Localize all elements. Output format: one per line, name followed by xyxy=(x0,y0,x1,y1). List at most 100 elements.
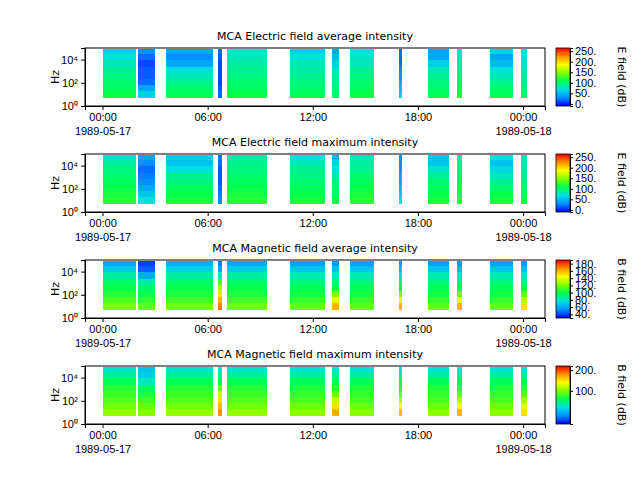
colorbar-tick-label: 100. xyxy=(575,183,596,195)
heatmap-cell xyxy=(166,409,213,415)
heatmap-cell xyxy=(350,403,375,409)
heatmap-cell xyxy=(166,173,213,179)
colorbar xyxy=(556,260,570,318)
heatmap-cell xyxy=(490,409,513,415)
heatmap-cell xyxy=(290,372,325,378)
y-axis: 10⁰10²10⁴ xyxy=(61,367,85,431)
x-tick-mark xyxy=(523,212,524,216)
x-tick-label: 06:00 xyxy=(194,111,222,123)
x-tick-label: 18:00 xyxy=(405,217,433,229)
x-tick: 00:001989-05-17 xyxy=(75,318,131,349)
heatmap-cell xyxy=(350,303,375,309)
heatmap-cell xyxy=(138,60,156,66)
heatmap-cell xyxy=(218,303,222,309)
colorbar-tick-mark xyxy=(570,293,573,294)
heatmap-cell xyxy=(332,160,339,166)
heatmap-cell xyxy=(166,297,213,303)
heatmap-cell xyxy=(428,191,449,197)
heatmap-cell xyxy=(457,54,462,60)
heatmap-cell xyxy=(227,60,267,66)
y-tick: 10⁰ xyxy=(62,418,85,430)
x-tick-mark xyxy=(313,106,314,110)
colorbar-title: B field (dB) xyxy=(615,258,628,319)
colorbar-tick: 200. xyxy=(570,364,596,376)
heatmap-cell xyxy=(399,191,403,197)
heatmap-cell xyxy=(490,266,513,272)
heatmap-cell xyxy=(227,397,267,403)
heatmap-cell xyxy=(428,73,449,79)
y-axis-title: Hz xyxy=(49,70,62,84)
heatmap-cell xyxy=(490,391,513,397)
heatmap-cell xyxy=(428,291,449,297)
heatmap-cell xyxy=(428,160,449,166)
heatmap-cell xyxy=(166,67,213,73)
heatmap-cell xyxy=(428,397,449,403)
colorbar-tick-mark xyxy=(570,189,573,190)
heatmap-cell xyxy=(350,279,375,285)
heatmap-cell xyxy=(521,261,526,266)
heatmap-cell xyxy=(103,197,136,203)
heatmap-cell xyxy=(490,185,513,191)
heatmap-cell xyxy=(166,166,213,172)
x-tick-label: 12:00 xyxy=(300,429,328,441)
heatmap-cell xyxy=(521,91,526,97)
y-tick: 10⁰ xyxy=(62,100,85,112)
heatmap-cell xyxy=(332,291,339,297)
heatmap-cell xyxy=(490,79,513,85)
x-tick: 00:001989-05-18 xyxy=(495,424,551,455)
heatmap-cell xyxy=(399,197,403,203)
heatmap-cell xyxy=(166,403,213,409)
heatmap-cell xyxy=(399,85,403,91)
heatmap-cell xyxy=(227,191,267,197)
heatmap-cell xyxy=(166,179,213,185)
x-tick-mark xyxy=(418,212,419,216)
heatmap-cell xyxy=(332,166,339,172)
heatmap-cell xyxy=(166,272,213,278)
colorbar-axis: 0.50.100.150.200.250. xyxy=(570,45,596,110)
heatmap-cell xyxy=(457,279,462,285)
heatmap-cell xyxy=(290,397,325,403)
heatmap-cell xyxy=(138,54,156,60)
x-axis: 00:001989-05-1706:0012:0018:0000:001989-… xyxy=(75,318,552,349)
heatmap-cell xyxy=(138,279,156,285)
x-tick-mark xyxy=(313,212,314,216)
y-tick-mark xyxy=(81,60,85,61)
heatmap-cell xyxy=(490,166,513,172)
y-tick: 10² xyxy=(62,395,85,407)
heatmap-cell xyxy=(428,391,449,397)
heatmap-cell xyxy=(290,166,325,172)
heatmap-cell xyxy=(399,409,403,415)
heatmap-cell xyxy=(457,85,462,91)
x-tick-label: 00:001989-05-17 xyxy=(75,217,131,243)
heatmap-cell xyxy=(166,49,213,54)
colorbar-tick: 200. xyxy=(570,162,596,174)
heatmap-cell xyxy=(290,60,325,66)
y-tick: 10² xyxy=(62,289,85,301)
colorbar-tick-mark xyxy=(570,300,573,301)
heatmap-cell xyxy=(490,49,513,54)
heatmap-cell xyxy=(218,73,222,79)
colorbar-tick: 100. xyxy=(570,385,596,397)
heatmap-cell xyxy=(290,272,325,278)
heatmap-cell xyxy=(521,197,526,203)
x-tick: 12:00 xyxy=(300,212,328,229)
heatmap-cell xyxy=(490,367,513,372)
heatmap-cell xyxy=(138,291,156,297)
x-tick-mark xyxy=(103,318,104,322)
heatmap-cell xyxy=(166,197,213,203)
heatmap-cell xyxy=(457,166,462,172)
heatmap-cell xyxy=(227,185,267,191)
heatmap-cell xyxy=(399,173,403,179)
heatmap-cell xyxy=(457,191,462,197)
heatmap-cell xyxy=(350,197,375,203)
heatmap-cell xyxy=(521,73,526,79)
heatmap-cell xyxy=(227,403,267,409)
heatmap-cell xyxy=(521,291,526,297)
heatmap-cell xyxy=(332,403,339,409)
x-tick: 06:00 xyxy=(194,424,222,441)
heatmap-cell xyxy=(521,179,526,185)
heatmap-cell xyxy=(138,385,156,391)
heatmap-cell xyxy=(521,67,526,73)
colorbar-tick-mark xyxy=(570,307,573,308)
colorbar-tick-label: 0. xyxy=(575,98,584,110)
